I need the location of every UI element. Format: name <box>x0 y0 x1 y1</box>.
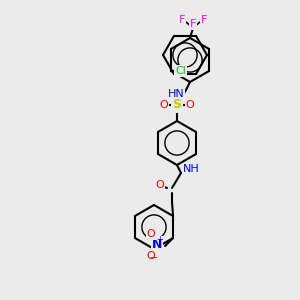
Text: O: O <box>160 100 168 110</box>
Text: +: + <box>157 236 164 244</box>
Text: O: O <box>186 100 194 110</box>
Text: Cl: Cl <box>176 66 186 76</box>
Text: O: O <box>156 180 164 190</box>
Text: O: O <box>147 251 155 261</box>
Text: HN: HN <box>168 89 184 99</box>
Text: F: F <box>179 15 185 25</box>
Text: S: S <box>172 98 182 112</box>
Text: O: O <box>147 229 155 239</box>
Text: NH: NH <box>183 164 200 174</box>
Text: F: F <box>190 19 196 29</box>
Text: O: O <box>160 100 168 110</box>
Text: N: N <box>152 238 162 250</box>
Text: F: F <box>201 15 207 25</box>
Text: −: − <box>150 253 158 263</box>
